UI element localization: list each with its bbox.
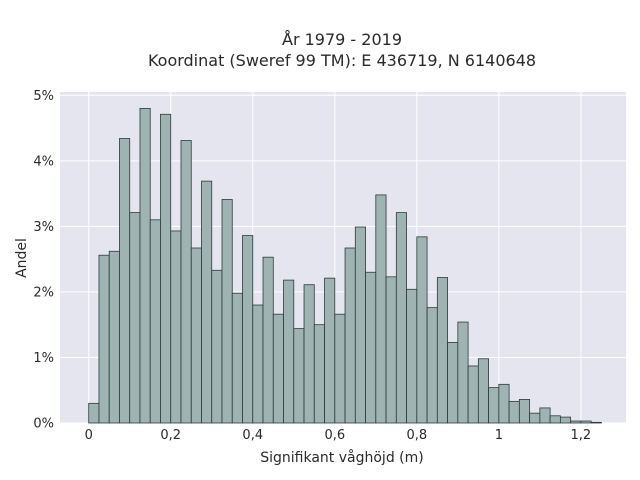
x-axis-label: Signifikant våghöjd (m) bbox=[260, 449, 423, 466]
histogram-bar bbox=[160, 113, 172, 424]
histogram-bar bbox=[508, 400, 520, 424]
y-tick-label: 5% bbox=[33, 89, 54, 104]
y-tick-label: 0% bbox=[33, 417, 54, 432]
x-tick-label: 0,2 bbox=[160, 428, 181, 443]
histogram-bar bbox=[590, 421, 602, 424]
chart-title-line-1: År 1979 - 2019 bbox=[282, 30, 402, 49]
histogram-bars bbox=[88, 107, 602, 424]
histogram-bar bbox=[477, 358, 490, 424]
histogram-bar bbox=[119, 138, 131, 424]
histogram-bar bbox=[190, 247, 202, 424]
histogram-bar bbox=[580, 420, 592, 424]
histogram-bar bbox=[129, 212, 141, 424]
histogram-bar bbox=[354, 226, 366, 424]
x-axis-ticks: 0 0,2 0,4 0,6 0,8 1 1,2 bbox=[85, 428, 592, 443]
histogram-bar bbox=[570, 420, 582, 424]
histogram-bar bbox=[170, 230, 182, 424]
histogram-bar bbox=[539, 407, 551, 424]
histogram-bar bbox=[313, 324, 325, 424]
histogram-bar bbox=[272, 313, 284, 424]
x-tick-label: 0,4 bbox=[242, 428, 263, 443]
histogram-bar bbox=[252, 304, 264, 424]
histogram-bar bbox=[139, 107, 151, 424]
histogram-bar bbox=[436, 277, 448, 424]
histogram-bar bbox=[334, 313, 346, 424]
histogram-bar bbox=[365, 271, 377, 424]
x-tick-label: 0,6 bbox=[324, 428, 345, 443]
histogram-bar bbox=[293, 328, 305, 424]
y-tick-label: 3% bbox=[33, 220, 54, 235]
histogram-bar bbox=[283, 279, 295, 424]
x-tick-label: 0 bbox=[85, 428, 93, 443]
histogram-bar bbox=[518, 399, 531, 424]
histogram-bar bbox=[559, 416, 572, 424]
histogram-bar bbox=[385, 276, 397, 424]
histogram-bar bbox=[149, 219, 161, 424]
histogram-bar bbox=[201, 180, 213, 424]
histogram-bar bbox=[262, 256, 274, 424]
histogram-bar bbox=[98, 254, 110, 424]
histogram-bar bbox=[375, 194, 387, 424]
histogram-bar bbox=[344, 247, 356, 424]
histogram-bar bbox=[457, 321, 469, 424]
y-tick-label: 1% bbox=[33, 351, 54, 366]
histogram-bar bbox=[529, 412, 541, 424]
histogram-bar bbox=[416, 236, 428, 424]
histogram-bar bbox=[488, 387, 500, 424]
chart-title-line-2: Koordinat (Sweref 99 TM): E 436719, N 61… bbox=[148, 51, 536, 70]
histogram-bar bbox=[211, 269, 223, 424]
y-tick-label: 2% bbox=[33, 285, 54, 300]
histogram-bar bbox=[231, 292, 243, 424]
histogram-bar bbox=[498, 383, 510, 424]
histogram-bar bbox=[467, 365, 479, 424]
histogram-bar bbox=[108, 250, 120, 424]
histogram-bar bbox=[88, 402, 100, 424]
histogram-bar bbox=[406, 288, 418, 424]
histogram-bar bbox=[324, 277, 336, 424]
y-axis-label: Andel bbox=[14, 238, 30, 278]
x-tick-label: 1 bbox=[495, 428, 503, 443]
histogram-bar bbox=[221, 199, 233, 424]
x-tick-label: 0,8 bbox=[406, 428, 427, 443]
histogram-bar bbox=[426, 307, 438, 424]
histogram-bar bbox=[447, 341, 459, 424]
histogram-bar bbox=[242, 235, 254, 424]
x-tick-label: 1,2 bbox=[571, 428, 592, 443]
y-tick-label: 4% bbox=[33, 154, 54, 169]
histogram-bar bbox=[549, 415, 561, 424]
histogram-bar bbox=[395, 212, 407, 424]
histogram-bar bbox=[180, 140, 192, 424]
y-axis-ticks: 0% 1% 2% 3% 4% 5% bbox=[33, 89, 54, 432]
histogram-bar bbox=[303, 284, 315, 424]
